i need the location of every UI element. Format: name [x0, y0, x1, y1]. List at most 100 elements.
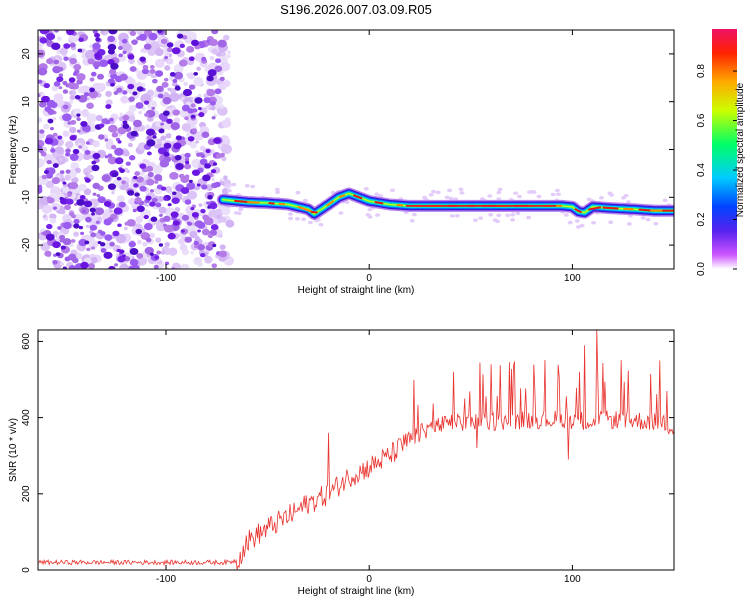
- noise-speckle: [140, 93, 152, 104]
- track-hot-segment: [574, 208, 582, 214]
- track-halo: [591, 220, 597, 225]
- noise-speckle: [118, 201, 126, 208]
- noise-speckle: [46, 58, 54, 65]
- noise-speckle: [183, 163, 192, 170]
- noise-speckle: [212, 162, 218, 166]
- noise-speckle: [191, 211, 199, 218]
- noise-speckle: [114, 147, 124, 156]
- noise-speckle: [87, 58, 95, 65]
- noise-speckle: [219, 216, 227, 223]
- noise-speckle: [68, 32, 80, 43]
- noise-speckle: [210, 105, 216, 111]
- noise-speckle: [145, 128, 156, 136]
- noise-speckle: [199, 158, 208, 166]
- noise-speckle: [136, 176, 144, 183]
- noise-speckle: [129, 30, 136, 37]
- track-halo: [226, 188, 232, 193]
- noise-speckle: [83, 92, 90, 97]
- noise-speckle: [119, 164, 124, 168]
- noise-speckle: [39, 101, 47, 108]
- noise-speckle: [184, 174, 190, 179]
- track-halo: [550, 192, 556, 197]
- noise-speckle: [206, 185, 213, 192]
- noise-speckle: [74, 167, 81, 174]
- noise-speckle: [196, 257, 200, 261]
- noise-speckle: [184, 116, 189, 121]
- noise-speckle: [118, 249, 125, 254]
- noise-speckle: [39, 30, 49, 35]
- noise-speckle: [95, 114, 103, 122]
- noise-speckle: [197, 106, 202, 111]
- noise-speckle: [184, 236, 193, 243]
- noise-speckle: [161, 81, 169, 88]
- noise-speckle: [219, 61, 231, 72]
- noise-speckle: [158, 206, 167, 214]
- noise-speckle: [81, 110, 90, 118]
- noise-speckle: [205, 105, 210, 110]
- noise-speckle: [62, 221, 72, 230]
- noise-speckle: [136, 81, 143, 87]
- noise-speckle: [95, 37, 101, 42]
- noise-speckle: [126, 219, 136, 227]
- noise-speckle: [194, 97, 203, 104]
- track-halo: [449, 214, 455, 218]
- noise-speckle: [85, 141, 90, 145]
- noise-speckle: [117, 255, 126, 263]
- track-hot-segment: [247, 201, 260, 204]
- noise-speckle: [211, 177, 215, 182]
- noise-speckle: [167, 87, 172, 92]
- noise-speckle: [206, 201, 210, 205]
- top-y-tick-label: 10: [21, 96, 32, 108]
- bottom-x-tick-label: 0: [366, 574, 372, 585]
- noise-speckle: [76, 117, 81, 122]
- noise-speckle: [91, 212, 96, 216]
- noise-speckle: [163, 197, 168, 201]
- noise-speckle: [136, 253, 144, 259]
- track-halo: [574, 219, 580, 223]
- noise-speckle: [129, 248, 139, 256]
- noise-speckle: [141, 68, 149, 75]
- noise-speckle: [219, 152, 225, 158]
- noise-speckle: [122, 120, 128, 125]
- noise-speckle: [170, 211, 179, 218]
- noise-speckle: [221, 119, 232, 128]
- track-halo: [236, 211, 242, 216]
- noise-speckle: [221, 187, 229, 195]
- noise-speckle: [90, 256, 98, 264]
- colorbar-gradient: [712, 29, 737, 269]
- track-halo: [555, 192, 561, 197]
- noise-speckle: [217, 39, 227, 48]
- noise-speckle: [38, 144, 43, 152]
- track-halo: [295, 190, 301, 195]
- noise-speckle: [121, 180, 126, 185]
- noise-speckle: [201, 228, 210, 236]
- noise-speckle: [123, 256, 131, 262]
- noise-speckle: [206, 75, 214, 82]
- snr-panel: -100 0 100 0 200 400 600 Height of straight l…: [8, 329, 675, 597]
- track-halo: [576, 225, 582, 229]
- noise-speckle: [133, 175, 138, 180]
- track-halo: [302, 198, 308, 203]
- noise-speckle: [83, 200, 93, 208]
- track-halo: [294, 217, 300, 221]
- noise-speckle: [186, 182, 196, 190]
- noise-speckle: [117, 45, 123, 51]
- noise-speckle: [141, 83, 146, 87]
- noise-speckle: [59, 196, 64, 201]
- noise-speckle: [108, 124, 118, 133]
- bottom-x-axis-label: Height of straight line (km): [298, 586, 415, 597]
- noise-speckle: [43, 123, 50, 130]
- noise-speckle: [54, 30, 59, 33]
- noise-speckle: [62, 89, 69, 94]
- track-hot-segment: [602, 206, 619, 210]
- noise-speckle: [105, 99, 113, 106]
- noise-speckle: [209, 202, 218, 210]
- noise-speckle: [152, 78, 158, 84]
- noise-speckle: [211, 30, 219, 35]
- noise-speckle: [135, 102, 144, 109]
- noise-speckle: [97, 196, 106, 204]
- track-halo: [250, 184, 256, 189]
- noise-speckle: [64, 256, 71, 262]
- track-halo: [626, 200, 632, 204]
- noise-speckle: [164, 242, 170, 248]
